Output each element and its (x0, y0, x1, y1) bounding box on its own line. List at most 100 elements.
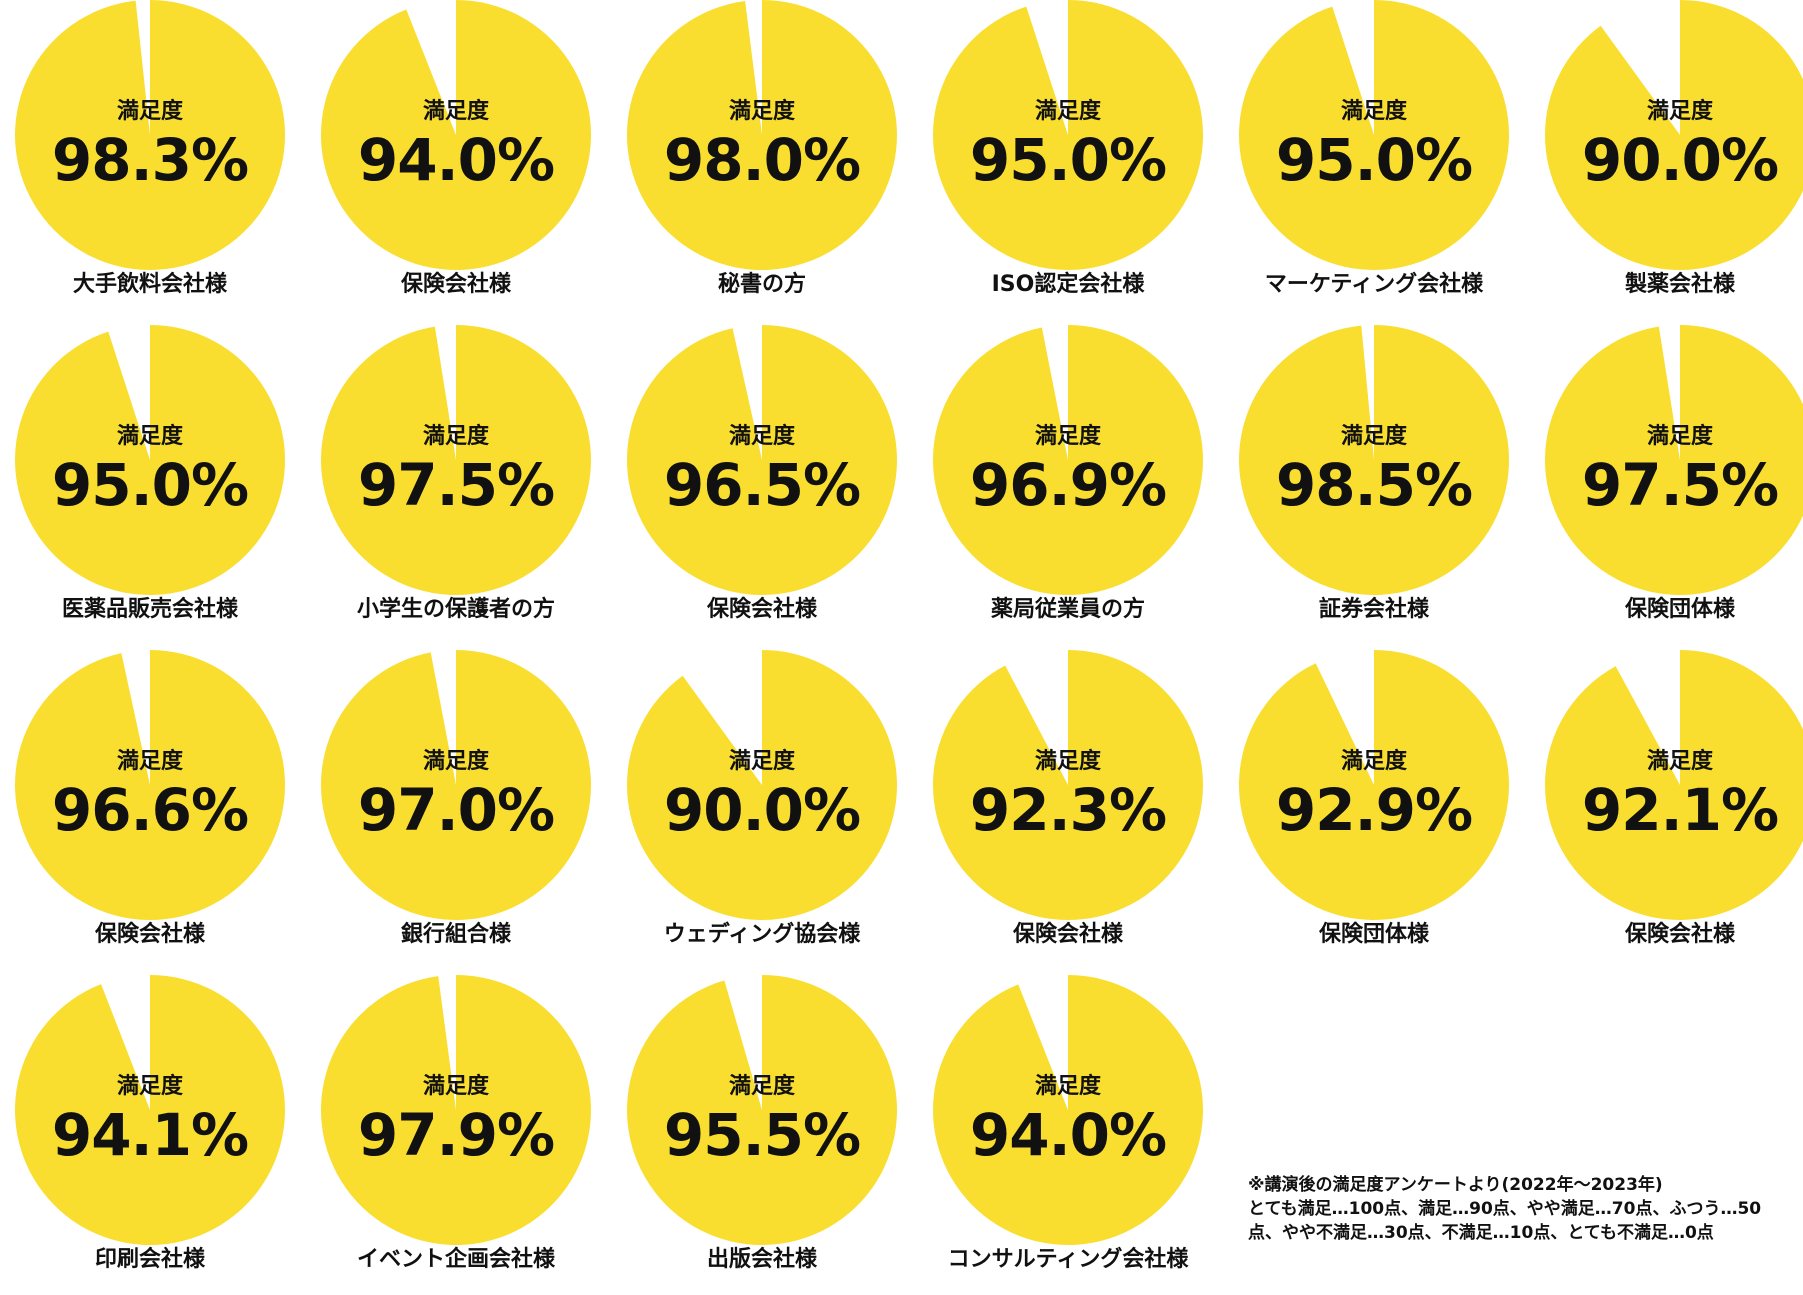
pie-category-label: 印刷会社様 (94, 1247, 205, 1272)
pie-title: 満足度 (117, 748, 184, 774)
pie-slice-satisfied (15, 650, 286, 920)
pie-slice-satisfied (1544, 325, 1803, 595)
pie-value-label: 94.0% (970, 1101, 1166, 1169)
pie-category-label: ウェディング協会様 (663, 922, 861, 947)
pie-category-label: 秘書の方 (717, 272, 806, 297)
pie-slice-satisfied (320, 325, 591, 595)
pie-title: 満足度 (1035, 98, 1102, 124)
pie-value-label: 92.3% (970, 776, 1166, 844)
footnote-scoring-line: とても満足…100点、満足…90点、やや満足…70点、ふつう…50点、やや不満足… (1248, 1199, 1762, 1243)
pie-value-label: 94.0% (358, 126, 554, 194)
pie-category-label: 製薬会社様 (1624, 272, 1735, 297)
pie-category-label: 銀行組合様 (400, 922, 511, 947)
pie-title: 満足度 (1035, 1073, 1102, 1099)
pie-value-label: 95.0% (52, 451, 248, 519)
pie-title: 満足度 (423, 748, 490, 774)
pie-slice-satisfied (626, 0, 897, 270)
pie-value-label: 97.5% (1582, 451, 1778, 519)
pie-chart-card: 満足度 92.3% 保険会社様 (918, 650, 1218, 970)
pie-value-label: 98.0% (664, 126, 860, 194)
pie-value-label: 95.0% (1276, 126, 1472, 194)
pie-title: 満足度 (1341, 423, 1408, 449)
pie-slice-satisfied (1545, 0, 1803, 270)
pie-category-label: 保険団体様 (1318, 922, 1429, 947)
pie-chart-card: 満足度 97.5% 保険団体様 (1530, 325, 1803, 645)
pie-chart-card: 満足度 97.5% 小学生の保護者の方 (306, 325, 606, 645)
pie-category-label: 小学生の保護者の方 (356, 597, 555, 622)
pie-value-label: 94.1% (52, 1101, 248, 1169)
pie-title: 満足度 (729, 98, 796, 124)
pie-title: 満足度 (729, 748, 796, 774)
pie-title: 満足度 (1647, 423, 1714, 449)
pie-chart-card: 満足度 96.6% 保険会社様 (0, 650, 300, 970)
pie-chart-card: 満足度 98.3% 大手飲料会社様 (0, 0, 300, 320)
pie-title: 満足度 (423, 98, 490, 124)
pie-value-label: 96.9% (970, 451, 1166, 519)
pie-category-label: ISO認定会社様 (991, 272, 1145, 297)
pie-category-label: 保険会社様 (94, 922, 205, 947)
pie-slice-satisfied (1239, 0, 1510, 270)
pie-slice-satisfied (626, 650, 897, 920)
pie-chart-card: 満足度 95.0% ISO認定会社様 (918, 0, 1218, 320)
pie-value-label: 97.9% (358, 1101, 554, 1169)
pie-value-label: 96.6% (52, 776, 248, 844)
pie-value-label: 96.5% (664, 451, 860, 519)
pie-chart-card: 満足度 94.0% コンサルティング会社様 (918, 975, 1218, 1295)
footnote-source-line: ※講演後の満足度アンケートより(2022年〜2023年) (1248, 1175, 1663, 1195)
pie-chart-card: 満足度 90.0% ウェディング協会様 (612, 650, 912, 970)
pie-slice-satisfied (320, 0, 591, 270)
pie-title: 満足度 (1035, 423, 1102, 449)
pie-slice-satisfied (15, 325, 286, 595)
pie-category-label: イベント企画会社様 (356, 1247, 555, 1272)
pie-slice-satisfied (627, 975, 898, 1245)
pie-category-label: 出版会社様 (706, 1247, 817, 1272)
pie-chart-card: 満足度 97.0% 銀行組合様 (306, 650, 606, 970)
pie-value-label: 98.5% (1276, 451, 1472, 519)
pie-title: 満足度 (1647, 748, 1714, 774)
pie-chart-card: 満足度 94.0% 保険会社様 (306, 0, 606, 320)
pie-slice-satisfied (1544, 650, 1803, 920)
pie-value-label: 92.9% (1276, 776, 1472, 844)
pie-chart-card: 満足度 92.9% 保険団体様 (1224, 650, 1524, 970)
pie-title: 満足度 (729, 1073, 796, 1099)
pie-chart-card: 満足度 90.0% 製薬会社様 (1530, 0, 1803, 320)
pie-chart-card: 満足度 94.1% 印刷会社様 (0, 975, 300, 1295)
pie-slice-satisfied (932, 975, 1203, 1245)
pie-chart-card: 満足度 96.5% 保険会社様 (612, 325, 912, 645)
pie-chart-card: 満足度 98.0% 秘書の方 (612, 0, 912, 320)
pie-category-label: 証券会社様 (1318, 597, 1429, 622)
pie-value-label: 90.0% (1582, 126, 1778, 194)
pie-category-label: コンサルティング会社様 (947, 1247, 1189, 1272)
pie-title: 満足度 (1035, 748, 1102, 774)
pie-slice-satisfied (1238, 650, 1509, 920)
pie-chart-card: 満足度 95.0% 医薬品販売会社様 (0, 325, 300, 645)
pie-title: 満足度 (1341, 98, 1408, 124)
pie-category-label: 薬局従業員の方 (990, 597, 1145, 622)
pie-slice-satisfied (320, 650, 591, 920)
pie-value-label: 92.1% (1582, 776, 1778, 844)
pie-slice-satisfied (932, 650, 1203, 920)
pie-slice-satisfied (933, 0, 1204, 270)
pie-category-label: 大手飲料会社様 (72, 272, 227, 297)
pie-title: 満足度 (423, 423, 490, 449)
pie-title: 満足度 (1647, 98, 1714, 124)
pie-chart-card: 満足度 95.0% マーケティング会社様 (1224, 0, 1524, 320)
pie-title: 満足度 (117, 98, 184, 124)
pie-slice-satisfied (932, 325, 1203, 595)
pie-title: 満足度 (117, 1073, 184, 1099)
pie-chart-card: 満足度 95.5% 出版会社様 (612, 975, 912, 1295)
